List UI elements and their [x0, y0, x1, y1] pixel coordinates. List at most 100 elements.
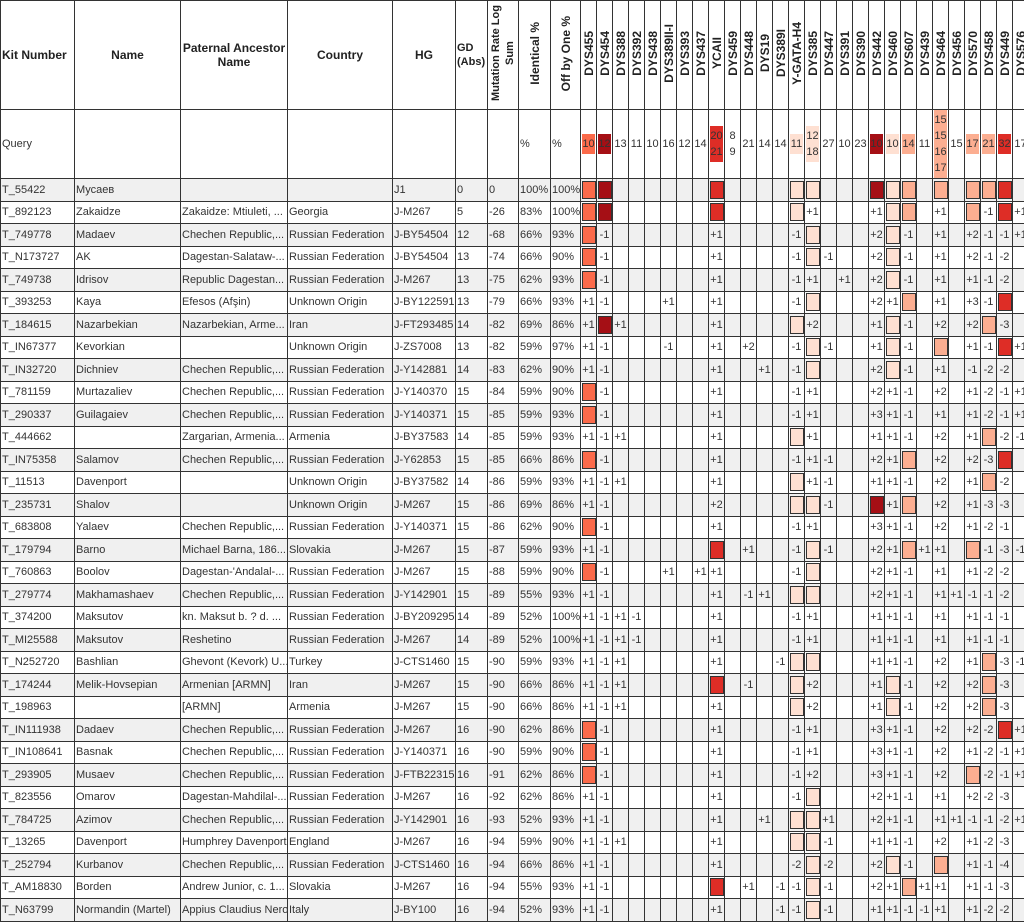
header-marker-dys385[interactable]: DYS385 — [805, 1, 821, 110]
header-marker-dys460[interactable]: DYS460 — [885, 1, 901, 110]
cell-kit-number[interactable]: T_IN32720 — [1, 359, 75, 382]
header-marker-dys390[interactable]: DYS390 — [853, 1, 869, 110]
cell-kit-number[interactable]: T_235731 — [1, 494, 75, 517]
cell-kit-number[interactable]: T_760863 — [1, 561, 75, 584]
header-marker-dys447[interactable]: DYS447 — [821, 1, 837, 110]
cell-kit-number[interactable]: T_444662 — [1, 426, 75, 449]
header-marker-dys455[interactable]: DYS455 — [581, 1, 597, 110]
cell-kit-number[interactable]: T_252794 — [1, 854, 75, 877]
cell-kit-number[interactable]: T_198963 — [1, 696, 75, 719]
header-marker-dys19[interactable]: DYS19 — [757, 1, 773, 110]
cell-kit-number[interactable]: T_MI25588 — [1, 629, 75, 652]
cell-kit-number[interactable]: T_N173727 — [1, 246, 75, 269]
header-marker-dys388[interactable]: DYS388 — [613, 1, 629, 110]
header-marker-dys391[interactable]: DYS391 — [837, 1, 853, 110]
header-marker-dys439[interactable]: DYS439 — [917, 1, 933, 110]
header-marker-dys456[interactable]: DYS456 — [949, 1, 965, 110]
header-off-by-one[interactable]: Off by One % — [551, 1, 581, 110]
header-gd[interactable]: GD (Abs) — [456, 1, 488, 110]
cell-kit-number[interactable]: T_IN75358 — [1, 449, 75, 472]
header-marker-dys448[interactable]: DYS448 — [741, 1, 757, 110]
header-identical[interactable]: Identical % — [519, 1, 551, 110]
cell-kit-number[interactable]: T_174244 — [1, 674, 75, 697]
header-marker-dys442[interactable]: DYS442 — [869, 1, 885, 110]
header-country[interactable]: Country — [288, 1, 393, 110]
cell-kit-number[interactable]: T_179794 — [1, 539, 75, 562]
header-marker-dys389ii-i[interactable]: DYS389II-I — [661, 1, 677, 110]
header-marker-dys576[interactable]: DYS576 — [1013, 1, 1024, 110]
cell-kit-number[interactable]: T_IN108641 — [1, 741, 75, 764]
cell-kit-number[interactable]: T_279774 — [1, 584, 75, 607]
header-marker-dys449[interactable]: DYS449 — [997, 1, 1013, 110]
cell-kit-number[interactable]: T_N252720 — [1, 651, 75, 674]
header-marker-ycaii[interactable]: YCAII — [709, 1, 725, 110]
cell-kit-number[interactable]: T_749778 — [1, 224, 75, 247]
cell-kit-number[interactable]: T_IN111938 — [1, 719, 75, 742]
cell-kit-number[interactable]: T_IN67377 — [1, 336, 75, 359]
header-name[interactable]: Name — [75, 1, 181, 110]
cell-kit-number[interactable]: T_13265 — [1, 831, 75, 854]
cell-kit-number[interactable]: T_184615 — [1, 314, 75, 337]
header-marker-y-gata-h4[interactable]: Y-GATA-H4 — [789, 1, 805, 110]
header-marker-dys437[interactable]: DYS437 — [693, 1, 709, 110]
header-marker-dys459[interactable]: DYS459 — [725, 1, 741, 110]
cell-kit-number[interactable]: T_374200 — [1, 606, 75, 629]
header-mutation-rate[interactable]: Mutation Rate Log Sum — [488, 1, 519, 110]
header-kit-number[interactable]: Kit Number — [1, 1, 75, 110]
cell-kit-number[interactable]: T_290337 — [1, 404, 75, 427]
cell-kit-number[interactable]: T_781159 — [1, 381, 75, 404]
cell-kit-number[interactable]: T_892123 — [1, 201, 75, 224]
header-marker-dys389i[interactable]: DYS389I — [773, 1, 789, 110]
header-marker-dys570[interactable]: DYS570 — [965, 1, 981, 110]
cell-kit-number[interactable]: T_393253 — [1, 291, 75, 314]
header-marker-dys393[interactable]: DYS393 — [677, 1, 693, 110]
cell-kit-number[interactable]: T_55422 — [1, 179, 75, 202]
cell-kit-number[interactable]: T_784725 — [1, 809, 75, 832]
header-marker-dys458[interactable]: DYS458 — [981, 1, 997, 110]
cell-kit-number[interactable]: T_749738 — [1, 269, 75, 292]
header-marker-dys454[interactable]: DYS454 — [597, 1, 613, 110]
header-marker-dys392[interactable]: DYS392 — [629, 1, 645, 110]
header-hg[interactable]: HG — [393, 1, 456, 110]
cell-kit-number[interactable]: T_293905 — [1, 764, 75, 787]
header-marker-dys438[interactable]: DYS438 — [645, 1, 661, 110]
header-paternal-ancestor[interactable]: Paternal Ancestor Name — [181, 1, 288, 110]
cell-kit-number[interactable]: T_683808 — [1, 516, 75, 539]
header-marker-dys607[interactable]: DYS607 — [901, 1, 917, 110]
cell-kit-number[interactable]: T_AM18830 — [1, 876, 75, 899]
cell-kit-number[interactable]: T_823556 — [1, 786, 75, 809]
cell-kit-number[interactable]: T_11513 — [1, 471, 75, 494]
header-marker-dys464[interactable]: DYS464 — [933, 1, 949, 110]
